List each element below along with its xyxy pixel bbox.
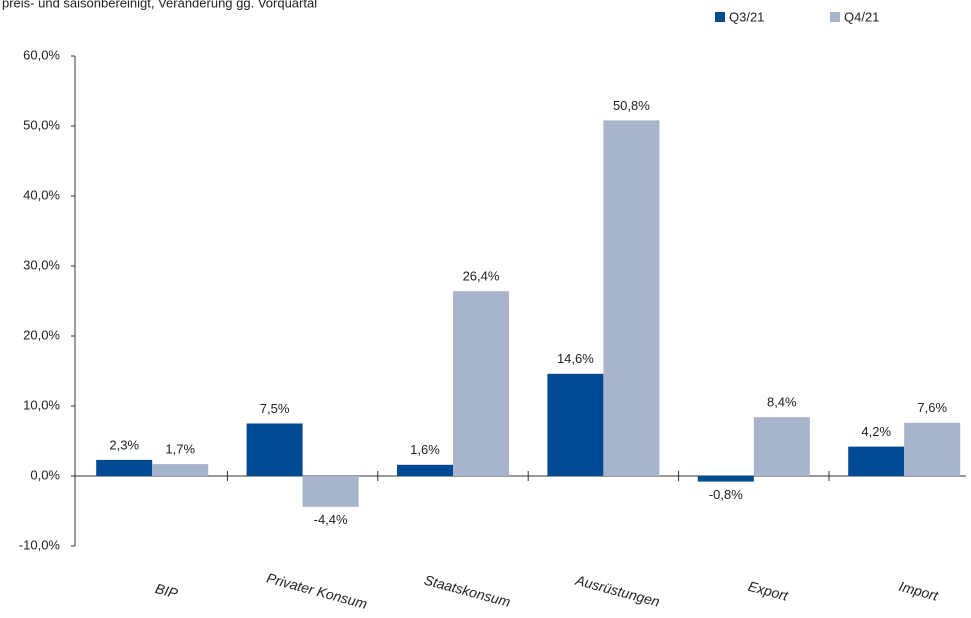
data-label: 2,3%: [109, 437, 139, 452]
bar: [547, 373, 604, 476]
data-label: 4,2%: [861, 424, 891, 439]
data-label: 26,4%: [463, 269, 500, 284]
data-label: 7,5%: [260, 401, 290, 416]
bar: [96, 459, 153, 476]
bar: [453, 291, 509, 476]
x-tick-label: Staatskonsum: [422, 572, 512, 611]
y-tick-label: 30,0%: [23, 257, 60, 272]
legend-swatch: [830, 12, 840, 22]
data-label: -0,8%: [709, 487, 743, 502]
data-label: -4,4%: [314, 512, 348, 527]
bar: [152, 464, 209, 476]
data-label: 1,6%: [410, 442, 440, 457]
bar: [753, 417, 810, 476]
y-tick-label: 40,0%: [23, 187, 60, 202]
data-label: 14,6%: [557, 351, 594, 366]
y-tick-label: 10,0%: [23, 397, 60, 412]
bar: [397, 464, 453, 476]
x-tick-label: BIP: [154, 580, 181, 601]
y-tick-label: 50,0%: [23, 117, 60, 132]
data-label: 7,6%: [917, 400, 947, 415]
y-tick-label: 20,0%: [23, 327, 60, 342]
x-tick-label: Import: [897, 578, 941, 604]
legend-label: Q4/21: [844, 9, 879, 24]
bar: [697, 476, 754, 482]
bar: [246, 423, 303, 476]
x-tick-label: Ausrüstungen: [573, 572, 662, 610]
data-label: 50,8%: [613, 98, 650, 113]
x-tick-label: Export: [747, 578, 791, 604]
bar: [848, 446, 905, 476]
y-tick-label: -10,0%: [19, 537, 61, 552]
y-tick-label: 0,0%: [30, 467, 60, 482]
legend-label: Q3/21: [729, 9, 764, 24]
data-label: 1,7%: [165, 442, 195, 457]
bar: [302, 476, 359, 507]
chart-subtitle: preis- und saisonbereinigt, Veränderung …: [2, 0, 317, 10]
data-label: 8,4%: [767, 395, 797, 410]
x-tick-label: Privater Konsum: [265, 570, 369, 612]
bar: [603, 120, 660, 477]
legend-swatch: [715, 12, 725, 22]
bar: [904, 422, 961, 476]
y-tick-label: 60,0%: [23, 47, 60, 62]
